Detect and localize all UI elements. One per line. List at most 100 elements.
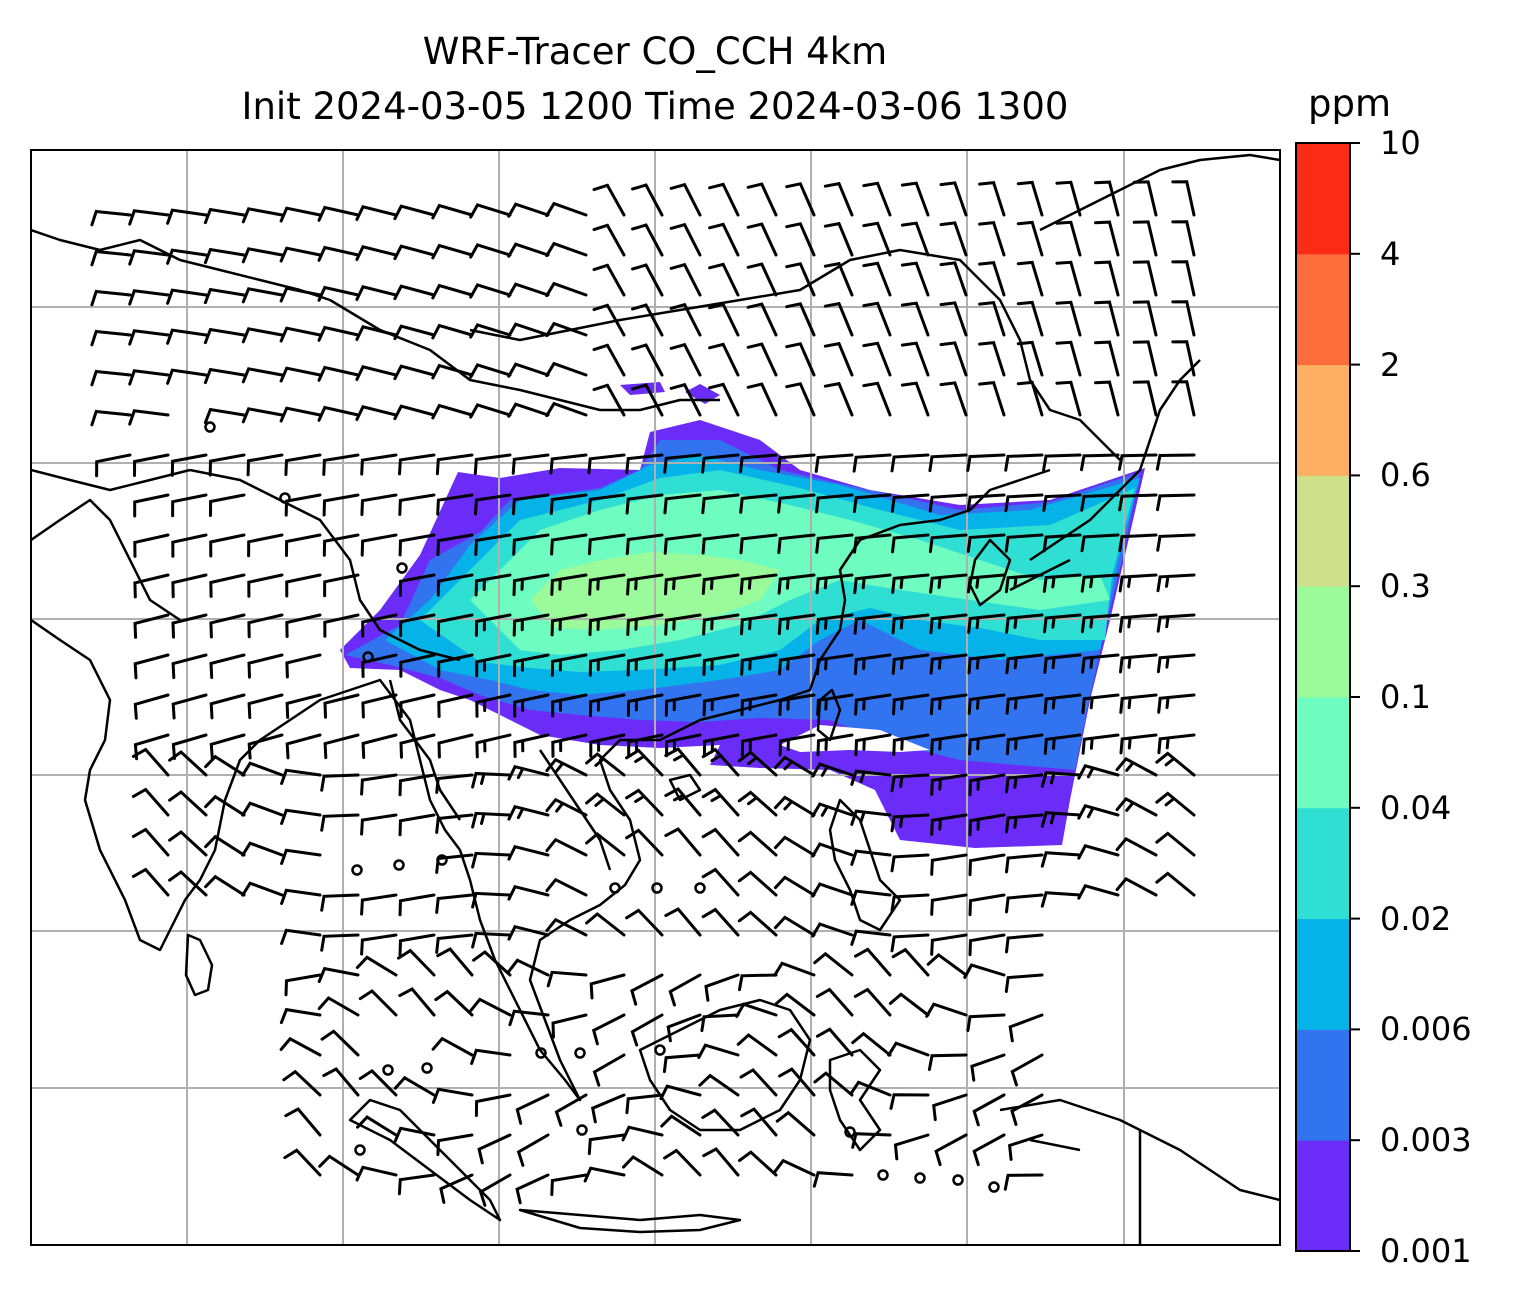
wind-barb (471, 891, 512, 909)
wind-barb (131, 827, 170, 857)
wind-barb (507, 924, 550, 941)
wind-barb (890, 453, 930, 473)
wind-barb (133, 533, 170, 558)
wind-barb (1132, 260, 1158, 297)
wind-barb (1132, 340, 1158, 377)
wind-barb (708, 262, 740, 297)
wind-barb (967, 573, 1006, 594)
wind-barb (355, 955, 398, 977)
wind-barb (241, 287, 284, 304)
wind-barb (355, 205, 398, 221)
wind-barb (968, 773, 1006, 797)
wind-barb (1081, 693, 1120, 715)
wind-barb (972, 1133, 1006, 1167)
wind-barb (545, 917, 588, 937)
wind-barb (1132, 300, 1158, 337)
wind-barb (967, 613, 1006, 634)
calm-wind-marker (421, 1062, 433, 1074)
wind-barb (550, 653, 588, 677)
wind-barb (815, 987, 854, 1017)
wind-barb (812, 1171, 854, 1188)
wind-barb (284, 493, 322, 517)
wind-barb (1055, 380, 1082, 417)
wind-barb (664, 613, 702, 636)
wind-barb (591, 1013, 626, 1046)
wind-barb (1010, 1093, 1044, 1126)
wind-barb (516, 1133, 550, 1167)
colorbar-tick-label: 0.04 (1380, 788, 1452, 827)
wind-barb (854, 693, 892, 716)
wind-barb (507, 804, 550, 821)
wind-barb (355, 405, 398, 421)
wind-barb (545, 361, 588, 378)
wind-barb (1157, 733, 1196, 755)
wind-barb (128, 329, 170, 346)
wind-barb (1094, 220, 1120, 257)
wind-barb (247, 533, 284, 558)
calm-wind-marker (396, 562, 408, 574)
wind-barb (554, 1093, 588, 1127)
wind-barb (900, 261, 930, 297)
wind-barb (890, 493, 930, 513)
wind-barb (737, 870, 778, 897)
wind-barb (1008, 1013, 1044, 1043)
wind-barb (698, 1073, 740, 1097)
wind-barb (702, 613, 740, 636)
wind-barb (1155, 871, 1196, 897)
wind-barb (740, 613, 778, 636)
wind-barb (583, 1166, 626, 1183)
colorbar-segment (1296, 918, 1350, 1030)
calm-wind-marker (952, 1174, 964, 1186)
wind-barb (209, 733, 246, 760)
wind-barb (1080, 613, 1120, 634)
wind-barb (585, 912, 626, 937)
wind-barb (471, 851, 512, 869)
wind-barb (702, 1147, 740, 1177)
wind-barb (932, 1093, 968, 1122)
wind-barb (740, 733, 778, 757)
wind-barb (204, 794, 246, 817)
wind-barb (1043, 613, 1082, 634)
wind-barb (1115, 876, 1158, 897)
wind-barb (323, 733, 360, 760)
wind-barb (398, 987, 436, 1017)
wind-barb (474, 533, 512, 556)
wind-barb (1004, 573, 1044, 594)
wind-barb (435, 893, 474, 914)
wind-barb (168, 870, 208, 897)
wind-barb (550, 1173, 588, 1196)
wind-barb (926, 952, 968, 977)
wind-barb (322, 1067, 360, 1097)
wind-barb (666, 1013, 702, 1043)
wind-barb (241, 407, 284, 424)
wind-barb (474, 573, 512, 597)
wind-barb (360, 813, 398, 836)
wind-barb (660, 1114, 702, 1137)
wind-barb (1077, 804, 1120, 820)
wind-barb (90, 209, 132, 227)
wind-barb (1157, 693, 1196, 714)
wind-barb (507, 844, 550, 861)
wind-barb (545, 281, 588, 298)
wind-barb (740, 693, 778, 717)
wind-barb (625, 1093, 664, 1115)
wind-barb (317, 966, 360, 983)
wind-barb (889, 1093, 930, 1110)
wind-barb (1094, 260, 1120, 297)
wind-barb (545, 837, 588, 857)
wind-barb (279, 366, 322, 383)
wind-barb (282, 1069, 322, 1097)
wind-barb (777, 533, 816, 555)
wind-barb (393, 1126, 436, 1143)
wind-barb (1155, 791, 1196, 817)
wind-barb (630, 1013, 664, 1047)
wind-barb (701, 453, 740, 474)
wind-barb (853, 573, 892, 595)
wind-barb (1115, 836, 1158, 857)
wind-barb (939, 221, 968, 257)
wind-barb (708, 222, 740, 257)
coastline-srilanka (184, 933, 214, 997)
colorbar-segment (1296, 807, 1350, 920)
wind-barb (285, 573, 322, 598)
wind-barb (968, 813, 1006, 837)
